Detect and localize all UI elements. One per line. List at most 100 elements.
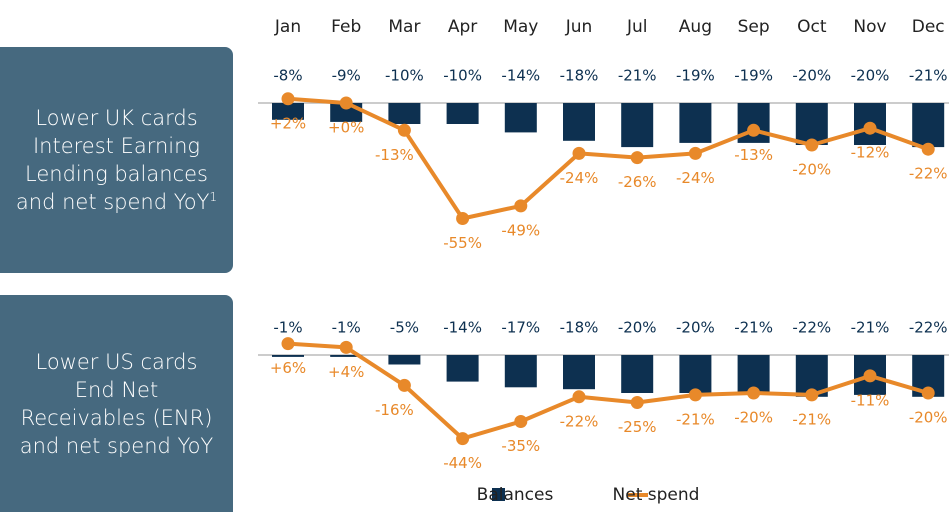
point bbox=[688, 146, 702, 160]
point bbox=[339, 340, 353, 354]
bar bbox=[388, 103, 421, 124]
point-label: -13% bbox=[734, 146, 773, 164]
point bbox=[514, 199, 528, 213]
month-label: Apr bbox=[448, 17, 477, 37]
month-label: May bbox=[503, 17, 538, 37]
point-label: -22% bbox=[909, 165, 948, 183]
month-label: Aug bbox=[679, 17, 712, 37]
point bbox=[630, 396, 644, 409]
point-label: -24% bbox=[560, 169, 599, 187]
bar-label: -5% bbox=[390, 319, 419, 337]
bar bbox=[679, 103, 712, 143]
month-label: Jul bbox=[626, 17, 648, 37]
point-label: -20% bbox=[792, 161, 831, 179]
bar bbox=[563, 103, 595, 141]
legend-swatch bbox=[492, 488, 505, 501]
point bbox=[747, 123, 761, 137]
bar bbox=[795, 103, 828, 145]
point bbox=[688, 388, 702, 402]
point-label: -20% bbox=[909, 409, 948, 427]
point bbox=[456, 212, 470, 225]
bar-label: -10% bbox=[443, 67, 482, 85]
bar bbox=[272, 103, 304, 120]
point-label: -20% bbox=[734, 409, 773, 427]
point bbox=[805, 138, 819, 152]
point-label: -16% bbox=[375, 401, 414, 419]
point bbox=[863, 369, 877, 383]
point-label: +6% bbox=[270, 359, 306, 377]
point-label: +4% bbox=[328, 363, 364, 381]
bar-label: -18% bbox=[560, 67, 599, 85]
panel-label-text: Lower UK cards Interest Earning Lending … bbox=[14, 104, 219, 216]
point-label: -25% bbox=[618, 418, 657, 436]
bar-label: -14% bbox=[501, 67, 540, 85]
bar bbox=[621, 355, 654, 393]
point bbox=[921, 386, 935, 400]
point-label: -49% bbox=[501, 221, 540, 239]
bar bbox=[446, 103, 479, 124]
point-label: -55% bbox=[443, 234, 482, 252]
point bbox=[397, 378, 411, 392]
bar bbox=[679, 355, 712, 393]
bar-label: -18% bbox=[560, 319, 599, 337]
point-label: -13% bbox=[375, 146, 414, 164]
point-label: -44% bbox=[443, 454, 482, 472]
bar bbox=[388, 355, 421, 365]
footnote-marker: 1 bbox=[209, 190, 218, 204]
point bbox=[747, 386, 761, 400]
point bbox=[456, 432, 470, 446]
month-label: Jun bbox=[565, 17, 593, 37]
bar bbox=[504, 355, 537, 388]
month-label: Mar bbox=[388, 17, 420, 37]
bar-label: -20% bbox=[851, 67, 890, 85]
bar-label: -21% bbox=[618, 67, 657, 85]
point bbox=[281, 92, 295, 106]
bar-label: -10% bbox=[385, 67, 424, 85]
point-label: -24% bbox=[676, 169, 715, 187]
bar-label: -14% bbox=[443, 319, 482, 337]
point-label: +2% bbox=[270, 114, 306, 132]
point-label: -12% bbox=[851, 144, 890, 162]
point bbox=[921, 142, 935, 156]
month-label: Nov bbox=[853, 17, 886, 37]
point-label: -35% bbox=[501, 437, 540, 455]
bar bbox=[621, 103, 654, 148]
bar-label: -17% bbox=[501, 319, 540, 337]
line bbox=[287, 341, 929, 441]
point-label: -21% bbox=[676, 410, 715, 428]
bar bbox=[504, 103, 537, 133]
point bbox=[863, 121, 877, 135]
bar bbox=[272, 355, 304, 357]
bar-label: -21% bbox=[909, 67, 948, 85]
point bbox=[397, 123, 411, 137]
line bbox=[287, 96, 929, 221]
legend-label: Balances bbox=[477, 485, 554, 505]
month-label: Oct bbox=[797, 17, 827, 37]
bar-label: -22% bbox=[792, 319, 831, 337]
point-label: -22% bbox=[560, 412, 599, 430]
bar-label: -19% bbox=[734, 67, 773, 85]
point bbox=[339, 96, 353, 110]
panel-label: Lower US cards End Net Receivables (ENR)… bbox=[0, 295, 233, 512]
title: Lower US cards End Net Receivables (ENR)… bbox=[19, 349, 214, 458]
point bbox=[630, 151, 644, 165]
month-label: Dec bbox=[912, 17, 945, 37]
point bbox=[572, 390, 586, 404]
title: Lower UK cards Interest Earning Lending … bbox=[15, 106, 210, 214]
month-label: Feb bbox=[331, 17, 361, 37]
panel-label: Lower UK cards Interest Earning Lending … bbox=[0, 47, 233, 273]
bar-label: -21% bbox=[851, 319, 890, 337]
point-label: -26% bbox=[618, 173, 657, 191]
bar-label: -1% bbox=[332, 319, 361, 337]
bar-label: -9% bbox=[332, 67, 361, 85]
month-label: Sep bbox=[738, 17, 770, 37]
bar bbox=[563, 355, 595, 390]
bar-label: -20% bbox=[676, 319, 715, 337]
bar-label: -21% bbox=[734, 319, 773, 337]
point-label: -21% bbox=[792, 410, 831, 428]
point bbox=[514, 415, 528, 428]
bar-label: -20% bbox=[618, 319, 657, 337]
bar bbox=[737, 103, 770, 143]
